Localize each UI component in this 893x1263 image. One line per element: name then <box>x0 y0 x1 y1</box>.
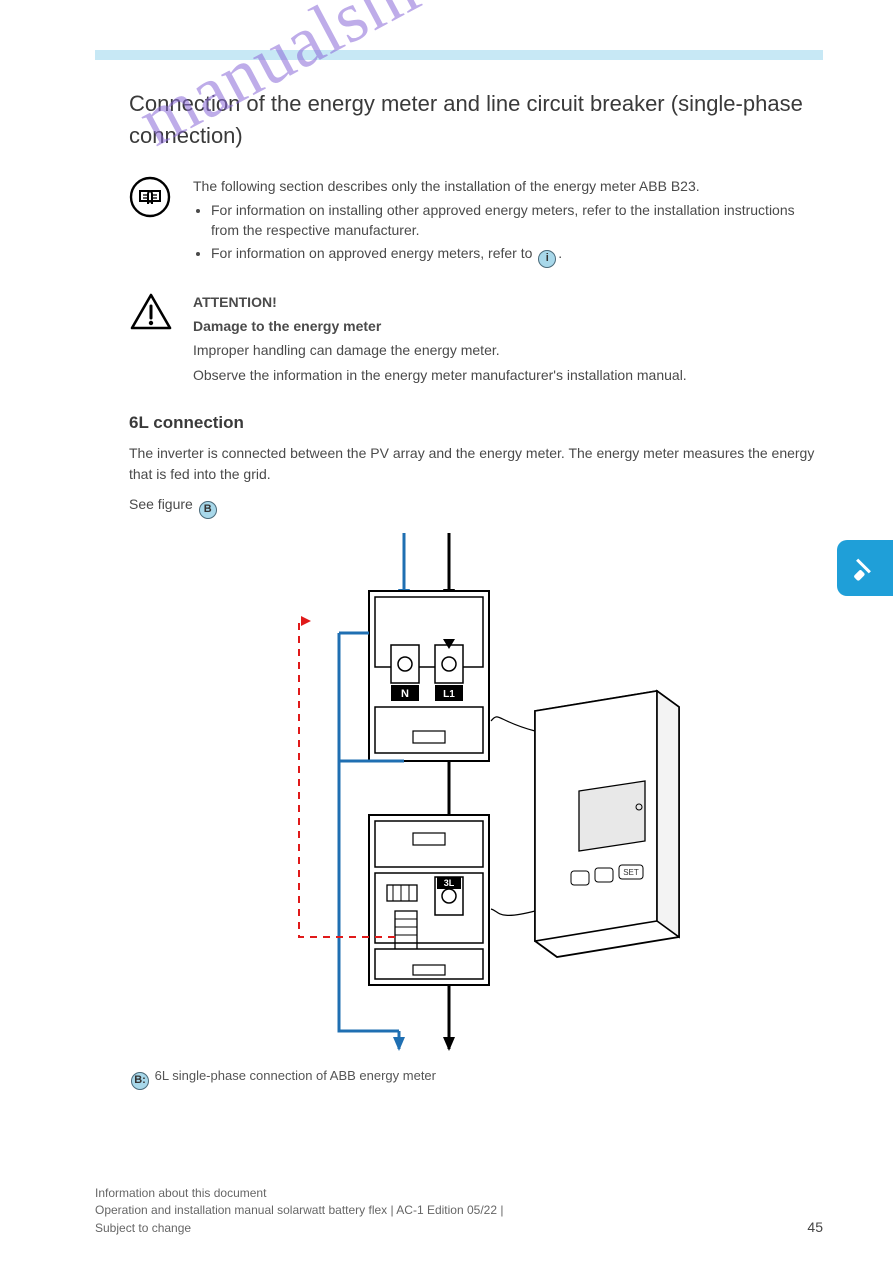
info-bullet-2-text: For information on approved energy meter… <box>211 245 536 261</box>
page-title: Connection of the energy meter and line … <box>95 88 823 152</box>
button-set: SET <box>623 868 639 877</box>
subsection-body: The inverter is connected between the PV… <box>95 443 823 484</box>
label-l3: 3L <box>444 878 455 888</box>
figure-caption: B: 6L single-phase connection of ABB ene… <box>129 1067 823 1090</box>
info-bullet-2: For information on approved energy meter… <box>211 243 823 268</box>
info-text: The following section describes only the… <box>193 176 823 270</box>
caption-callout: B: <box>131 1072 149 1090</box>
info-bullet-1: For information on installing other appr… <box>211 200 823 241</box>
section-tab <box>837 540 893 596</box>
warning-icon <box>129 292 175 389</box>
meter-top: N L1 <box>369 591 489 761</box>
footer-line-2: Operation and installation manual solarw… <box>95 1202 532 1237</box>
callout-dot-ref: i <box>538 250 556 268</box>
page-footer: Information about this document Operatio… <box>95 1185 823 1237</box>
caution-sub: Damage to the energy meter <box>193 316 823 336</box>
subsection-desc: The inverter is connected between the PV… <box>129 443 823 484</box>
caption-text: 6L single-phase connection of ABB energy… <box>155 1068 436 1083</box>
see-figure: See figure B <box>129 494 823 519</box>
caution-text: ATTENTION! Damage to the energy meter Im… <box>193 292 823 389</box>
header-rule <box>95 50 823 60</box>
manual-icon <box>129 176 175 270</box>
label-n: N <box>401 688 409 700</box>
info-block: The following section describes only the… <box>95 176 823 270</box>
caution-line-1: Improper handling can damage the energy … <box>193 340 823 360</box>
page-number: 45 <box>807 1217 823 1237</box>
label-l1: L1 <box>443 689 455 700</box>
info-bullet-2-tail: . <box>558 245 562 261</box>
see-figure-text: See figure <box>129 496 197 512</box>
callout-dot-b: B <box>199 501 217 519</box>
caution-line-2: Observe the information in the energy me… <box>193 365 823 385</box>
wiring-diagram: N L1 3L <box>129 533 823 1053</box>
meter-bottom: 3L <box>369 815 489 985</box>
caution-block: ATTENTION! Damage to the energy meter Im… <box>95 292 823 389</box>
caution-heading: ATTENTION! <box>193 292 823 312</box>
subsection-title: 6L connection <box>129 411 823 436</box>
info-lead: The following section describes only the… <box>193 176 823 196</box>
footer-line-1: Information about this document <box>95 1185 532 1202</box>
meter-iso: SET <box>491 691 679 957</box>
